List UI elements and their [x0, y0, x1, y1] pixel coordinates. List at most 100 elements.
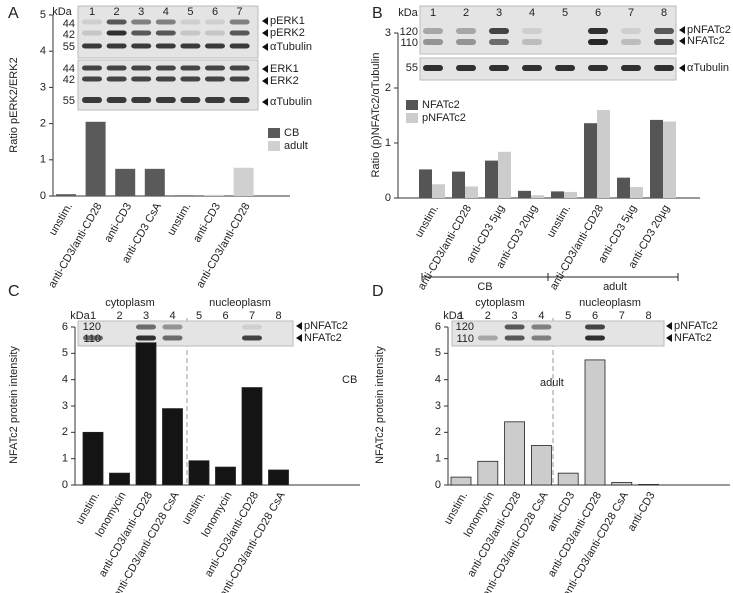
lane-number: 1 [458, 310, 464, 322]
bar [85, 121, 106, 196]
lane-number: 5 [562, 7, 568, 19]
blot-band [504, 324, 525, 330]
y-tick-label: 5 [435, 347, 441, 359]
blot-band [588, 65, 608, 71]
blot-band [180, 19, 201, 25]
lane-number: 2 [116, 310, 122, 322]
band-label: NFATc2 [674, 332, 712, 344]
bar [241, 387, 263, 486]
lane-number: 6 [212, 6, 218, 18]
band-arrow [296, 322, 302, 330]
blot-band [242, 335, 262, 341]
bar [82, 431, 104, 486]
lane-number: 7 [628, 7, 634, 19]
blot-band [162, 324, 183, 330]
blot-unit: kDa [70, 310, 90, 322]
legend-swatch [268, 141, 280, 151]
band-arrow [679, 26, 685, 34]
blot-background [451, 320, 665, 347]
band-arrow [262, 65, 268, 73]
blot-band [131, 43, 152, 49]
bar [498, 151, 511, 198]
blot-band [131, 76, 152, 82]
y-tick-label: 4 [40, 45, 46, 57]
size-marker: 110 [400, 37, 418, 49]
blot-unit: kDa [52, 6, 72, 18]
blot-band [621, 65, 641, 71]
size-marker: 120 [83, 321, 101, 333]
blot-band [621, 28, 641, 34]
blot-band [423, 28, 443, 34]
blot-band [205, 97, 225, 103]
bar [162, 408, 183, 486]
blot-band [205, 65, 225, 71]
group-bracket [421, 273, 679, 281]
blot-band [585, 324, 605, 330]
bar [432, 184, 445, 198]
lane-number: 8 [646, 310, 652, 322]
panel-label: A [8, 5, 19, 22]
blot-band [522, 28, 542, 34]
lane-number: 3 [512, 310, 518, 322]
size-marker: 42 [63, 74, 75, 86]
bar [518, 190, 531, 198]
bar [465, 186, 478, 198]
lane-number: 3 [496, 7, 502, 19]
lane-number: 7 [619, 310, 625, 322]
blot-band [155, 65, 176, 71]
size-marker: 44 [63, 18, 75, 30]
blot-band [180, 65, 201, 71]
band-arrow [262, 98, 268, 106]
y-tick-label: 3 [435, 400, 441, 412]
band-label: NFATc2 [687, 35, 725, 47]
y-tick-label: 2 [62, 426, 68, 438]
band-label: αTubulin [270, 96, 312, 108]
y-tick-label: 6 [435, 321, 441, 333]
y-tick-label: 2 [40, 118, 46, 130]
size-marker: 55 [63, 95, 75, 107]
bar [531, 445, 552, 486]
panel-label: D [372, 283, 384, 300]
blot-band [477, 335, 498, 341]
blot-band [82, 19, 102, 25]
y-axis-label: NFATc2 protein intensity [8, 346, 20, 464]
band-label: pNFATc2 [674, 320, 718, 332]
blot-band [155, 19, 176, 25]
blot-band [456, 39, 476, 45]
y-tick-label: 2 [385, 82, 391, 94]
blot-band [229, 65, 250, 71]
blot-band [423, 65, 443, 71]
blot-band [131, 19, 152, 25]
bar [611, 481, 633, 486]
lane-number: 5 [187, 6, 193, 18]
group-label: nucleoplasm [209, 297, 271, 309]
y-tick-label: 4 [62, 374, 68, 386]
band-arrow [262, 17, 268, 25]
legend-label: adult [284, 140, 308, 152]
y-tick-label: 0 [435, 479, 441, 491]
band-arrow [666, 334, 672, 342]
y-tick-label: 1 [62, 453, 68, 465]
bar [617, 177, 630, 198]
y-tick-label: 0 [385, 192, 391, 204]
bar [477, 460, 499, 486]
lane-number: 7 [249, 310, 255, 322]
blot-band [504, 335, 525, 341]
blot-band [205, 76, 225, 82]
blot-band [131, 30, 152, 36]
bar [663, 121, 676, 198]
blot-band [82, 97, 102, 103]
blot-band [654, 65, 674, 71]
lane-number: 3 [138, 6, 144, 18]
y-tick-label: 0 [40, 190, 46, 202]
lane-number: 6 [592, 310, 598, 322]
blot-band [106, 76, 127, 82]
bar [584, 123, 597, 198]
size-marker: 42 [63, 29, 75, 41]
bar [268, 469, 289, 486]
annotation: adult [540, 377, 564, 389]
blot-band [82, 76, 102, 82]
blot-band [180, 76, 201, 82]
blot-band [489, 28, 509, 34]
